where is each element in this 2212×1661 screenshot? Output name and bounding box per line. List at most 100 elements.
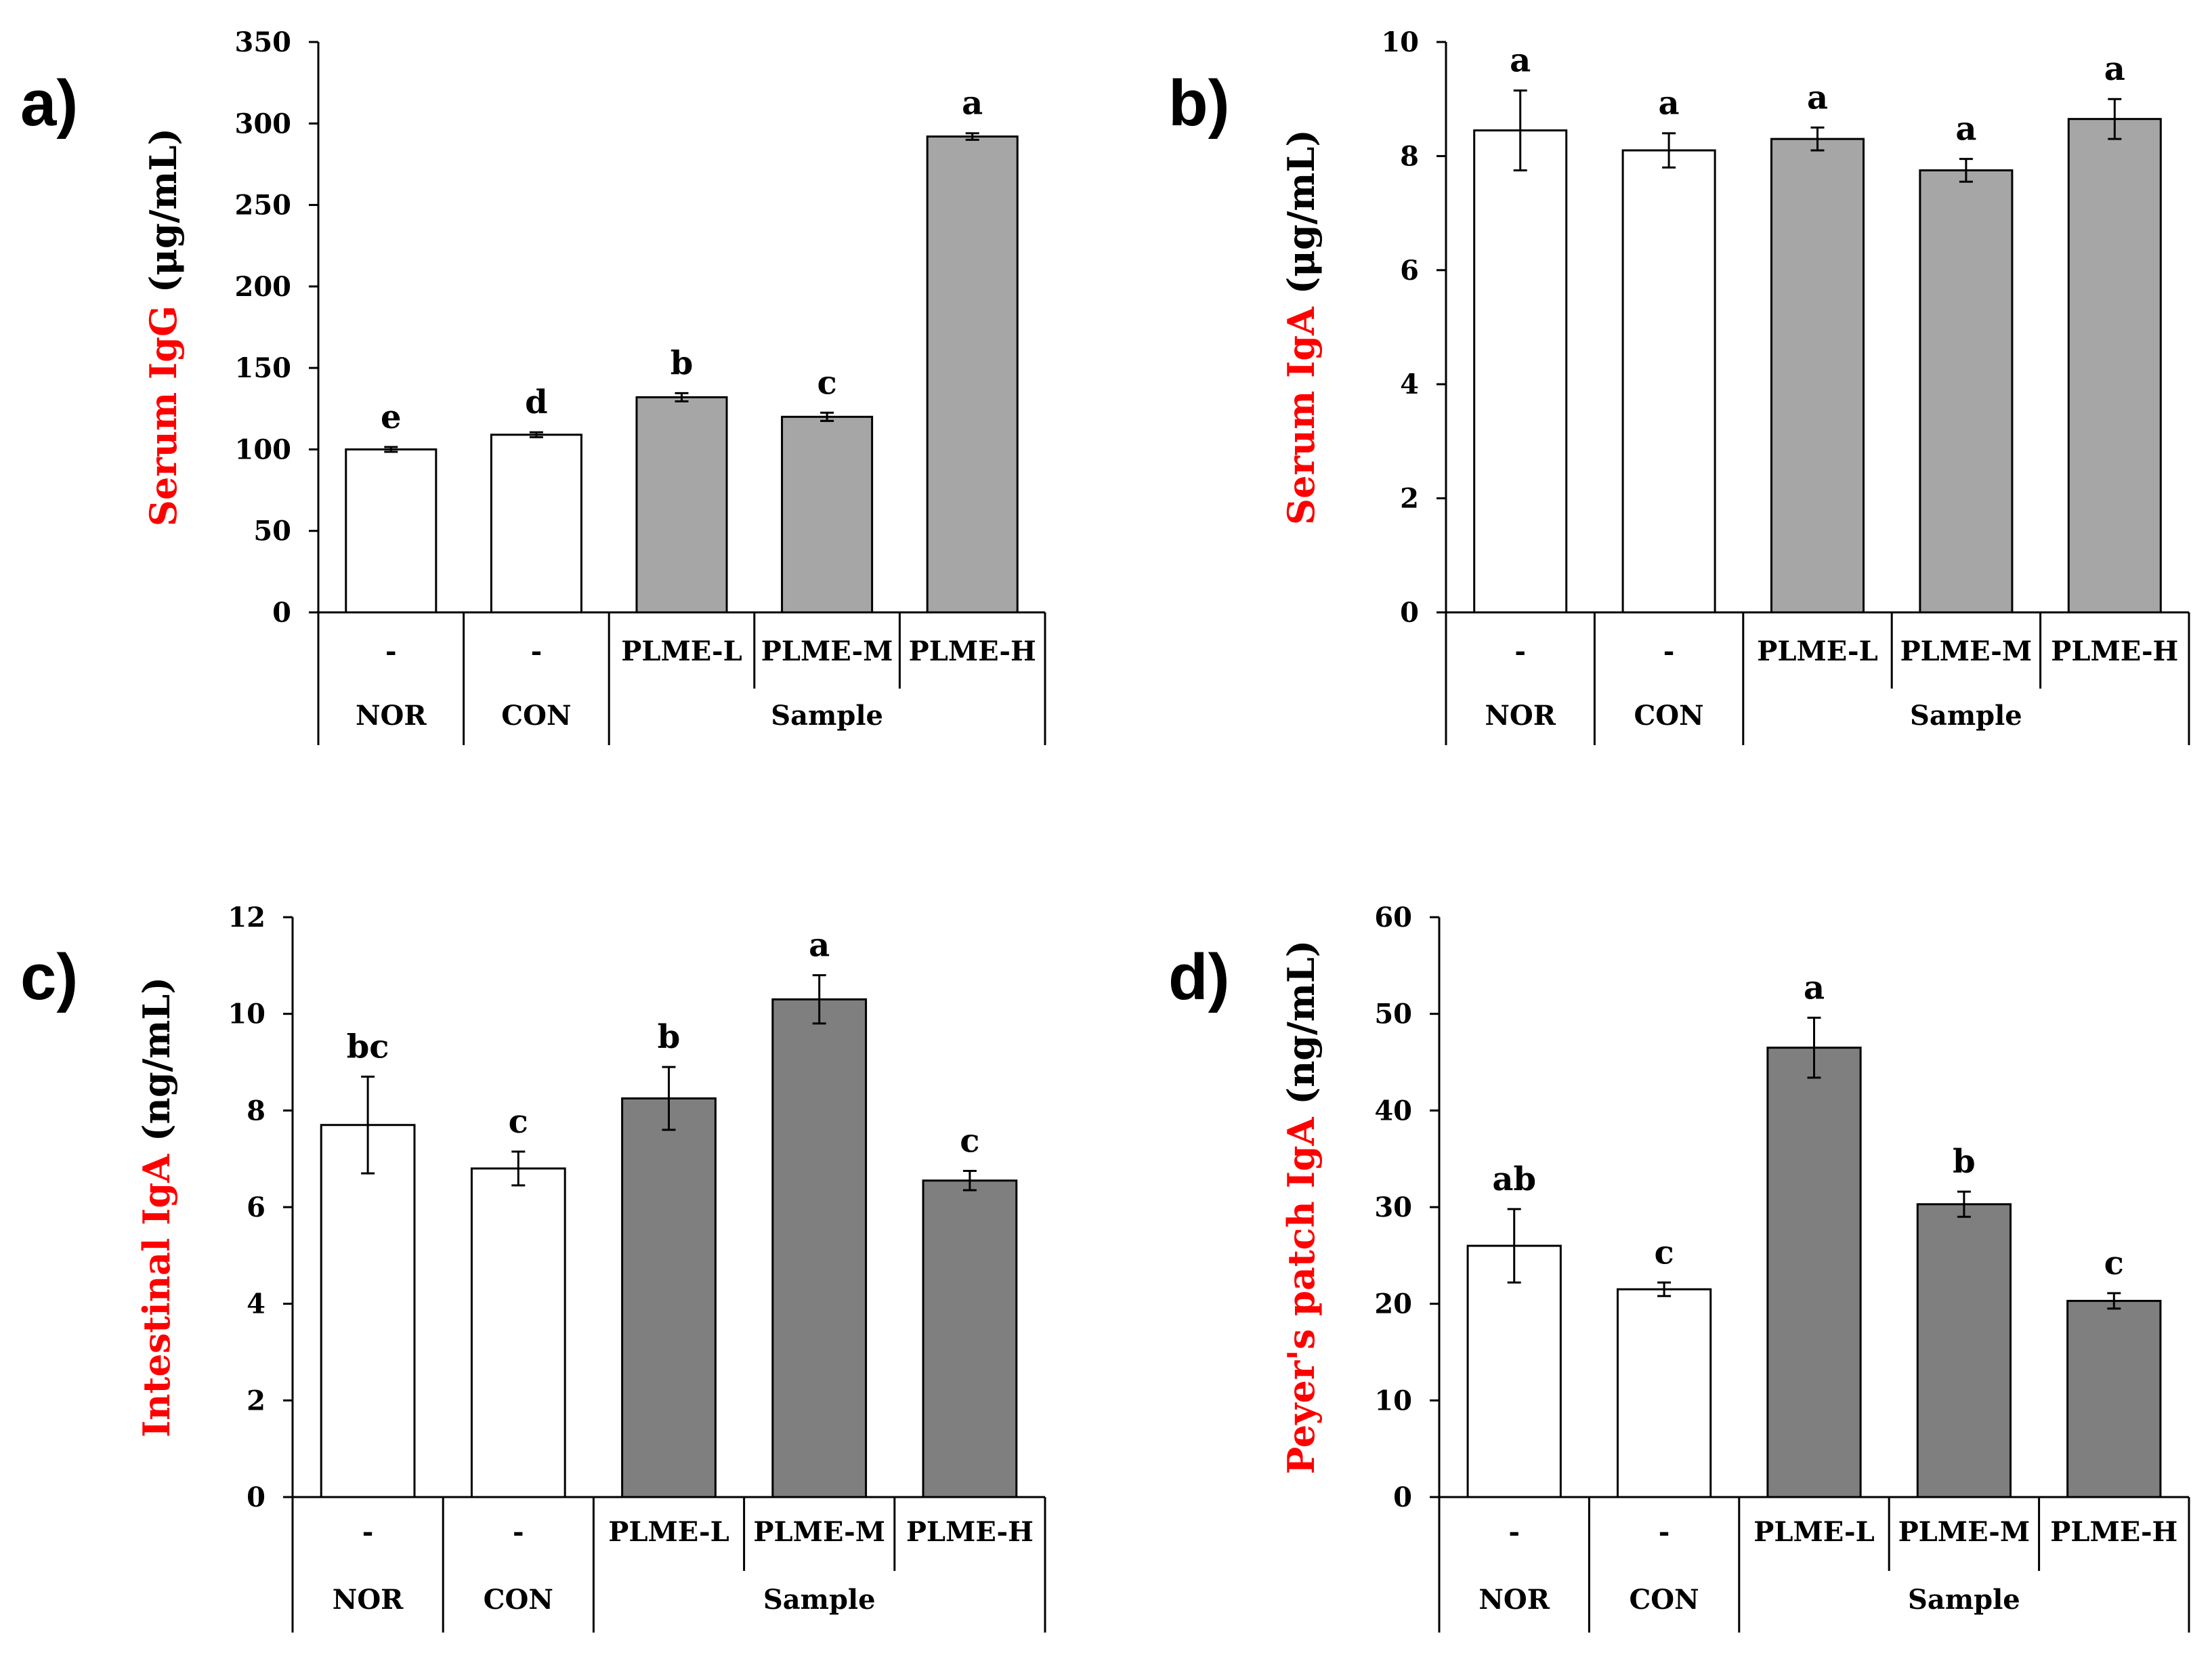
chart-panel-b: b) 0 2 4 6 8 10 Serum IgA (μg/mL) a a a a a - - PLME-L P…: [1168, 26, 2190, 745]
y-tick-label: 300: [235, 108, 292, 140]
y-tick-label: 150: [235, 352, 292, 384]
x-category-label: -: [1508, 1516, 1520, 1548]
chart-panel-a: a) 0 50 100 150 200 250 300 350 Serum IgG (μg/mL)…: [20, 26, 1046, 745]
bar: [320, 1124, 416, 1498]
y-axis-title: Intestinal IgA (ng/mL): [135, 977, 178, 1437]
x-group-label: CON: [1629, 1584, 1699, 1616]
significance-label: a: [1510, 42, 1531, 80]
y-tick-label: 50: [253, 516, 291, 547]
y-tick-label: 6: [1400, 255, 1419, 287]
x-category-label: PLME-H: [2051, 635, 2178, 667]
y-tick-label: 50: [1374, 998, 1412, 1030]
chart-panel-d: d) 0 10 20 30 40 50 60 Peyer's patch IgA (ng/mL)…: [1168, 902, 2190, 1633]
bar: [1916, 1203, 2012, 1498]
significance-label: c: [960, 1122, 979, 1160]
x-group-label: Sample: [1910, 700, 2022, 732]
x-category-label: PLME-L: [1757, 635, 1877, 667]
significance-label: b: [1953, 1143, 1976, 1181]
significance-label: c: [1654, 1234, 1674, 1271]
x-category-label: -: [1663, 635, 1675, 667]
significance-label: c: [509, 1103, 528, 1141]
x-category-label: PLME-H: [2050, 1516, 2177, 1548]
y-tick-label: 6: [247, 1192, 265, 1223]
x-category-label: PLME-H: [909, 635, 1036, 667]
bar: [345, 448, 438, 614]
bar: [470, 1167, 566, 1498]
x-group-label: Sample: [1908, 1584, 2020, 1616]
bar: [490, 434, 582, 614]
y-tick-label: 0: [1393, 1481, 1412, 1513]
x-category-label: PLME-L: [608, 1516, 729, 1548]
significance-label: c: [2104, 1244, 2124, 1282]
y-axis-title-highlight: Peyer's patch IgA: [1279, 1116, 1323, 1474]
y-tick-label: 40: [1374, 1095, 1412, 1127]
x-category-label: PLME-M: [1898, 1516, 2030, 1548]
x-category-label: PLME-M: [1900, 635, 2033, 667]
x-category-label: PLME-M: [761, 635, 893, 667]
x-group-label: Sample: [771, 700, 883, 732]
bar: [781, 415, 874, 614]
y-tick-label: 10: [228, 998, 265, 1030]
bar: [1473, 129, 1568, 614]
y-axis-title: Peyer's patch IgA (ng/mL): [1279, 940, 1323, 1475]
x-group-label: NOR: [333, 1584, 404, 1616]
y-axis-title-unit: (μg/mL): [142, 128, 185, 306]
x-group-label: CON: [501, 700, 571, 732]
x-category-label: -: [1514, 635, 1526, 667]
y-axis-title-highlight: Serum IgG: [142, 306, 185, 526]
y-axis-title: Serum IgA (μg/mL): [1279, 129, 1323, 525]
y-tick-label: 250: [235, 190, 292, 222]
significance-label: a: [2104, 50, 2125, 88]
y-tick-label: 2: [247, 1385, 265, 1416]
y-tick-label: 4: [247, 1288, 265, 1320]
x-category-label: PLME-L: [621, 635, 742, 667]
y-tick-label: 10: [1374, 1385, 1412, 1416]
x-category-label: PLME-H: [906, 1516, 1034, 1548]
x-group-label: CON: [1634, 700, 1703, 732]
x-category-label: -: [1659, 1516, 1670, 1548]
significance-label: d: [525, 383, 548, 421]
bar: [926, 135, 1019, 614]
y-axis-title-unit: (μg/mL): [1279, 129, 1323, 307]
y-tick-label: 350: [235, 26, 292, 58]
bar: [1616, 1288, 1712, 1498]
chart-panel-c: c) 0 2 4 6 8 10 12 Intestinal IgA (ng/mL) bc c b a c -…: [20, 902, 1046, 1633]
significance-label: e: [381, 398, 402, 436]
y-tick-label: 10: [1381, 26, 1419, 58]
x-group-label: NOR: [1485, 700, 1556, 732]
bar: [1466, 1244, 1562, 1498]
bar: [922, 1179, 1018, 1498]
y-axis-title-unit: (ng/mL): [1279, 940, 1323, 1118]
significance-label: a: [1955, 110, 1976, 148]
bar: [1621, 149, 1716, 614]
y-axis-title-highlight: Intestinal IgA: [135, 1154, 178, 1437]
bar: [635, 396, 728, 614]
y-tick-label: 12: [228, 902, 265, 933]
bar: [2066, 1299, 2162, 1498]
bar: [621, 1097, 717, 1498]
bar: [1770, 138, 1865, 614]
y-tick-label: 200: [235, 271, 292, 303]
panel-letter: c): [20, 941, 78, 1013]
bar: [1766, 1047, 1862, 1498]
y-tick-label: 2: [1400, 483, 1419, 515]
x-category-label: PLME-L: [1753, 1516, 1874, 1548]
y-tick-label: 60: [1374, 902, 1412, 933]
bar: [1919, 169, 2014, 614]
y-tick-label: 100: [235, 434, 292, 465]
significance-label: a: [1804, 969, 1825, 1007]
x-group-label: NOR: [1479, 1584, 1550, 1616]
y-axis-title: Serum IgG (μg/mL): [142, 128, 185, 526]
significance-label: a: [809, 927, 830, 965]
bar: [2067, 118, 2162, 614]
x-group-label: Sample: [763, 1584, 876, 1616]
significance-label: a: [1659, 85, 1680, 123]
significance-label: b: [671, 344, 694, 382]
panel-letter: a): [20, 67, 78, 140]
significance-label: c: [817, 364, 836, 402]
y-axis-title-unit: (ng/mL): [135, 977, 178, 1154]
y-tick-label: 8: [247, 1095, 265, 1127]
significance-label: b: [658, 1018, 681, 1056]
y-tick-label: 30: [1374, 1192, 1412, 1223]
